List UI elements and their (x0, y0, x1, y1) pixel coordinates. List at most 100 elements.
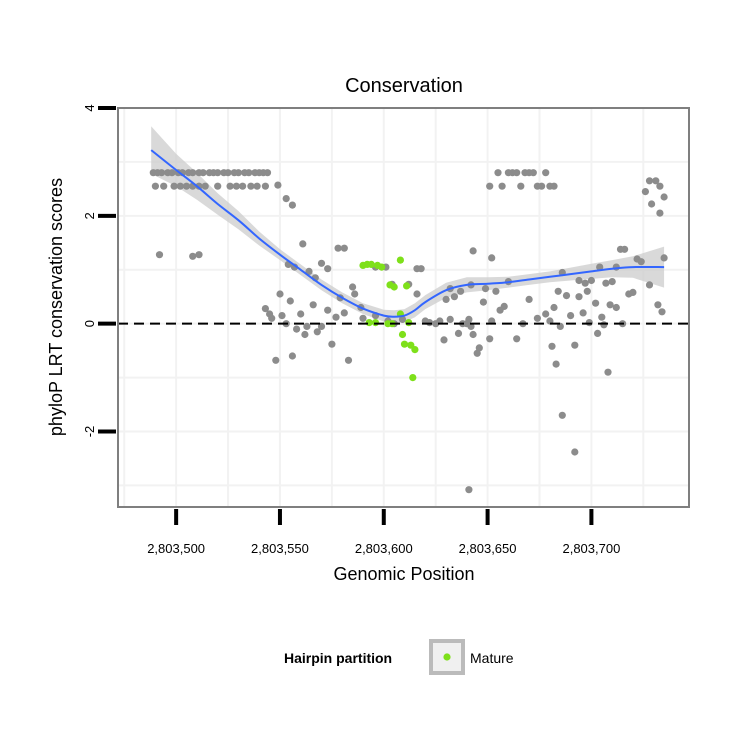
point-other (550, 182, 558, 190)
point-other (596, 263, 604, 271)
point-other (239, 182, 247, 190)
point-other (645, 177, 654, 185)
point-other (344, 356, 353, 364)
point-other (398, 315, 407, 323)
point-other (660, 193, 668, 201)
point-other (488, 254, 496, 262)
point-other (332, 313, 340, 321)
confidence-ribbon (151, 126, 665, 324)
point-other (297, 310, 305, 318)
point-other (359, 314, 367, 322)
point-other (469, 330, 477, 339)
point-other (232, 182, 240, 190)
legend-title: Hairpin partition (284, 650, 392, 666)
point-other (290, 263, 299, 271)
x-tick-label: 2,803,650 (459, 541, 517, 556)
point-other (654, 301, 662, 309)
point-other (313, 328, 321, 336)
point-other (158, 169, 166, 177)
points-layer (149, 169, 668, 494)
chart-title: Conservation (345, 75, 463, 97)
point-other (351, 290, 359, 298)
point-other (594, 329, 602, 337)
x-axis: 2,803,500 2,803,550 2,803,600 2,803,650 2,80… (147, 509, 620, 556)
point-other (286, 297, 294, 305)
point-other (324, 306, 332, 314)
x-tick-label: 2,803,500 (147, 541, 205, 556)
point-mature (390, 283, 398, 291)
plot-panel (118, 108, 689, 507)
point-other (413, 290, 421, 298)
point-other (446, 315, 454, 323)
point-other (465, 486, 473, 494)
y-axis-title: phyloP LRT conservation scores (46, 178, 66, 436)
point-other (621, 245, 629, 253)
point-other (247, 182, 255, 190)
point-other (542, 310, 550, 318)
point-other (629, 288, 637, 296)
point-other (656, 182, 664, 190)
point-other (328, 340, 336, 348)
point-other (641, 188, 650, 196)
point-other (562, 292, 571, 300)
point-other (301, 330, 309, 339)
point-other (604, 368, 612, 376)
point-mature (403, 282, 411, 290)
point-other (575, 276, 583, 285)
point-other (440, 336, 448, 344)
point-other (151, 182, 159, 190)
point-other (268, 314, 276, 322)
point-other (473, 349, 481, 357)
point-other (288, 352, 296, 360)
point-mature (409, 374, 417, 382)
point-other (340, 244, 348, 252)
point-other (465, 315, 473, 323)
point-other (513, 169, 521, 177)
point-mature (371, 319, 380, 327)
point-other (176, 182, 184, 190)
point-other (571, 448, 579, 456)
point-other (195, 182, 203, 190)
point-mature (378, 263, 386, 271)
point-mature (400, 340, 409, 348)
point-other (600, 321, 608, 329)
point-other (334, 244, 342, 252)
point-other (349, 283, 357, 291)
point-other (245, 169, 253, 177)
point-other (552, 360, 560, 368)
point-mature (398, 330, 407, 339)
point-mature (367, 260, 375, 268)
x-tick-label: 2,803,550 (251, 541, 309, 556)
point-other (581, 279, 589, 287)
point-other (454, 329, 463, 337)
point-other (492, 287, 500, 295)
point-other (324, 265, 332, 273)
point-other (525, 295, 533, 303)
point-other (529, 169, 537, 177)
point-other (575, 293, 583, 301)
y-tick-label: 2 (82, 212, 97, 219)
point-mature (396, 256, 404, 264)
y-tick-label: 4 (82, 104, 97, 111)
point-other (189, 169, 197, 177)
plot-panel-border (117, 107, 690, 508)
point-other (579, 309, 587, 317)
point-other (652, 177, 660, 185)
point-other (155, 251, 164, 259)
point-other (214, 169, 222, 177)
point-other (276, 290, 284, 298)
legend: Hairpin partition Mature (284, 639, 514, 675)
point-other (475, 344, 483, 352)
point-other (548, 342, 556, 350)
point-other (442, 295, 450, 303)
point-other (608, 278, 616, 286)
point-other (214, 182, 222, 190)
smooth-line-layer (150, 149, 665, 318)
point-other (656, 209, 664, 217)
confidence-ribbon-layer (151, 126, 665, 324)
point-other (182, 182, 191, 190)
point-other (494, 169, 502, 177)
point-other (261, 182, 269, 190)
point-other (660, 254, 668, 262)
